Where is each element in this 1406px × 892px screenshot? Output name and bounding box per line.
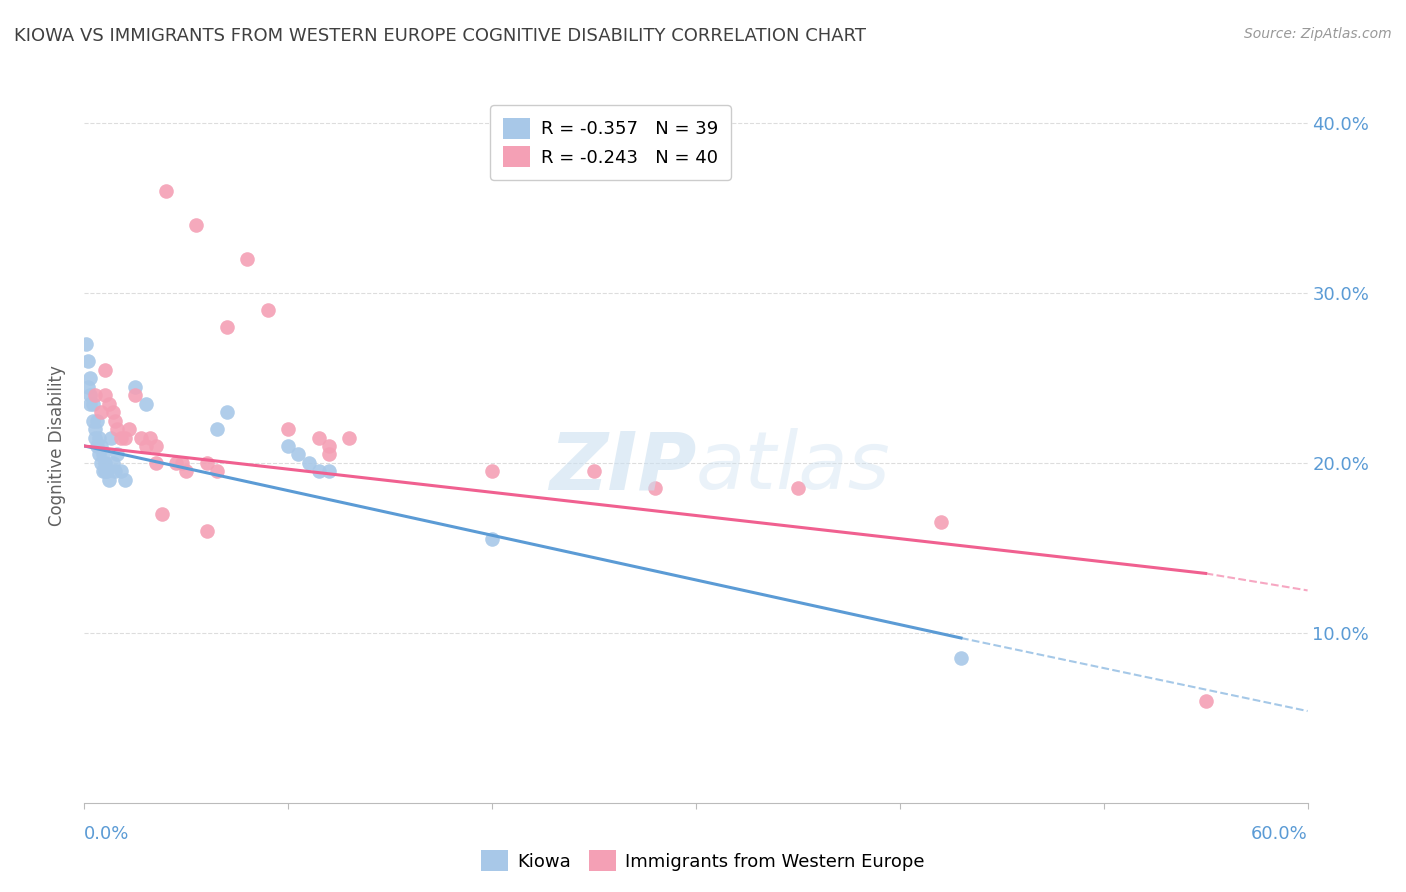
Point: [135, 439, 157, 453]
Point: [205, 422, 228, 436]
Legend: Kiowa, Immigrants from Western Europe: Kiowa, Immigrants from Western Europe: [474, 843, 932, 879]
Point: [155, 184, 177, 198]
Text: atlas: atlas: [696, 428, 891, 507]
Point: [318, 439, 340, 453]
Point: [186, 218, 208, 232]
Point: [277, 439, 299, 453]
Point: [298, 456, 321, 470]
Point: [787, 482, 810, 496]
Point: [318, 448, 340, 462]
Text: 60.0%: 60.0%: [1251, 825, 1308, 843]
Point: [100, 430, 122, 444]
Point: [236, 252, 259, 266]
Text: Source: ZipAtlas.com: Source: ZipAtlas.com: [1244, 27, 1392, 41]
Point: [93, 362, 117, 376]
Y-axis label: Cognitive Disability: Cognitive Disability: [48, 366, 66, 526]
Point: [90, 439, 112, 453]
Point: [97, 396, 120, 410]
Point: [83, 388, 105, 402]
Point: [105, 448, 128, 462]
Point: [90, 456, 112, 470]
Point: [124, 388, 146, 402]
Point: [114, 473, 136, 487]
Point: [79, 388, 101, 402]
Point: [86, 439, 108, 453]
Point: [77, 379, 100, 393]
Point: [138, 430, 160, 444]
Point: [205, 465, 228, 479]
Point: [91, 448, 114, 462]
Point: [145, 439, 167, 453]
Point: [79, 371, 101, 385]
Point: [93, 388, 117, 402]
Point: [929, 516, 952, 530]
Point: [104, 465, 127, 479]
Point: [339, 430, 361, 444]
Point: [217, 405, 239, 419]
Point: [90, 405, 112, 419]
Point: [150, 507, 173, 521]
Point: [644, 482, 666, 496]
Point: [176, 465, 198, 479]
Text: KIOWA VS IMMIGRANTS FROM WESTERN EUROPE COGNITIVE DISABILITY CORRELATION CHART: KIOWA VS IMMIGRANTS FROM WESTERN EUROPE …: [14, 27, 866, 45]
Point: [101, 456, 124, 470]
Legend: R = -0.357   N = 39, R = -0.243   N = 40: R = -0.357 N = 39, R = -0.243 N = 40: [491, 105, 731, 179]
Point: [91, 465, 114, 479]
Point: [97, 473, 120, 487]
Point: [75, 337, 97, 351]
Point: [195, 524, 218, 538]
Point: [172, 456, 194, 470]
Point: [481, 533, 503, 547]
Point: [83, 422, 105, 436]
Point: [83, 430, 105, 444]
Point: [308, 465, 330, 479]
Point: [82, 396, 104, 410]
Point: [481, 465, 503, 479]
Point: [583, 465, 606, 479]
Point: [287, 448, 309, 462]
Point: [87, 448, 110, 462]
Point: [93, 456, 117, 470]
Point: [86, 413, 108, 427]
Point: [104, 413, 127, 427]
Point: [114, 430, 136, 444]
Point: [165, 456, 187, 470]
Text: 0.0%: 0.0%: [84, 825, 129, 843]
Point: [145, 456, 167, 470]
Point: [131, 430, 153, 444]
Point: [1195, 694, 1218, 708]
Point: [195, 456, 218, 470]
Point: [101, 405, 124, 419]
Point: [105, 422, 128, 436]
Point: [318, 465, 340, 479]
Point: [277, 422, 299, 436]
Point: [110, 430, 132, 444]
Point: [82, 413, 104, 427]
Point: [257, 303, 280, 318]
Point: [308, 430, 330, 444]
Point: [217, 320, 239, 334]
Point: [79, 396, 101, 410]
Point: [96, 465, 118, 479]
Point: [93, 465, 117, 479]
Point: [118, 422, 141, 436]
Point: [950, 651, 973, 665]
Point: [77, 354, 100, 368]
Point: [110, 465, 132, 479]
Point: [135, 396, 157, 410]
Point: [87, 430, 110, 444]
Point: [124, 379, 146, 393]
Text: ZIP: ZIP: [548, 428, 696, 507]
